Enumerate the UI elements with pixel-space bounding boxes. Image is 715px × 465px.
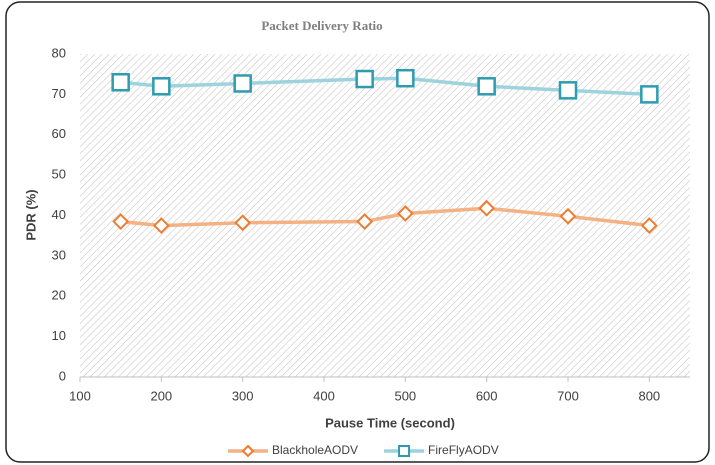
x-tick-label: 300 (232, 388, 254, 403)
y-axis-label: PDR (%) (23, 189, 38, 240)
marker (111, 73, 130, 92)
marker (233, 74, 252, 93)
x-tick-label: 400 (313, 388, 335, 403)
x-tick-label: 600 (476, 388, 498, 403)
legend-marker (241, 444, 255, 458)
marker (112, 213, 130, 230)
marker (152, 77, 171, 96)
y-tick-label: 70 (52, 86, 66, 101)
y-tick-label: 60 (52, 126, 66, 141)
marker (640, 217, 658, 235)
legend-marker (398, 445, 411, 457)
marker (396, 205, 414, 222)
x-tick-label: 200 (150, 388, 172, 403)
x-tick-label: 800 (638, 388, 660, 403)
marker (478, 199, 496, 217)
y-tick-label: 40 (52, 207, 66, 222)
plot-area (80, 54, 690, 377)
marker (356, 213, 374, 230)
marker (558, 81, 578, 100)
y-tick-label: 50 (52, 167, 66, 182)
y-tick-label: 80 (52, 45, 66, 60)
marker (477, 77, 496, 96)
x-tick-label: 100 (69, 388, 91, 403)
legend-label: FireFlyAODV (428, 443, 499, 457)
legend-label: BlackholeAODV (272, 443, 358, 457)
marker (355, 69, 374, 89)
marker (559, 207, 577, 225)
y-tick-label: 20 (52, 288, 66, 303)
marker (396, 68, 415, 88)
series-line (120, 76, 650, 97)
marker (234, 214, 252, 232)
x-tick-label: 500 (394, 388, 416, 403)
y-tick-label: 0 (59, 368, 66, 383)
series-line (120, 206, 650, 228)
y-tick-label: 30 (52, 247, 66, 262)
chart-title: Packet Delivery Ratio (261, 18, 382, 33)
x-axis-label: Pause Time (second) (325, 415, 455, 430)
marker (640, 85, 659, 104)
y-tick-label: 10 (52, 328, 66, 343)
marker (152, 217, 170, 235)
x-tick-label: 700 (557, 388, 579, 403)
